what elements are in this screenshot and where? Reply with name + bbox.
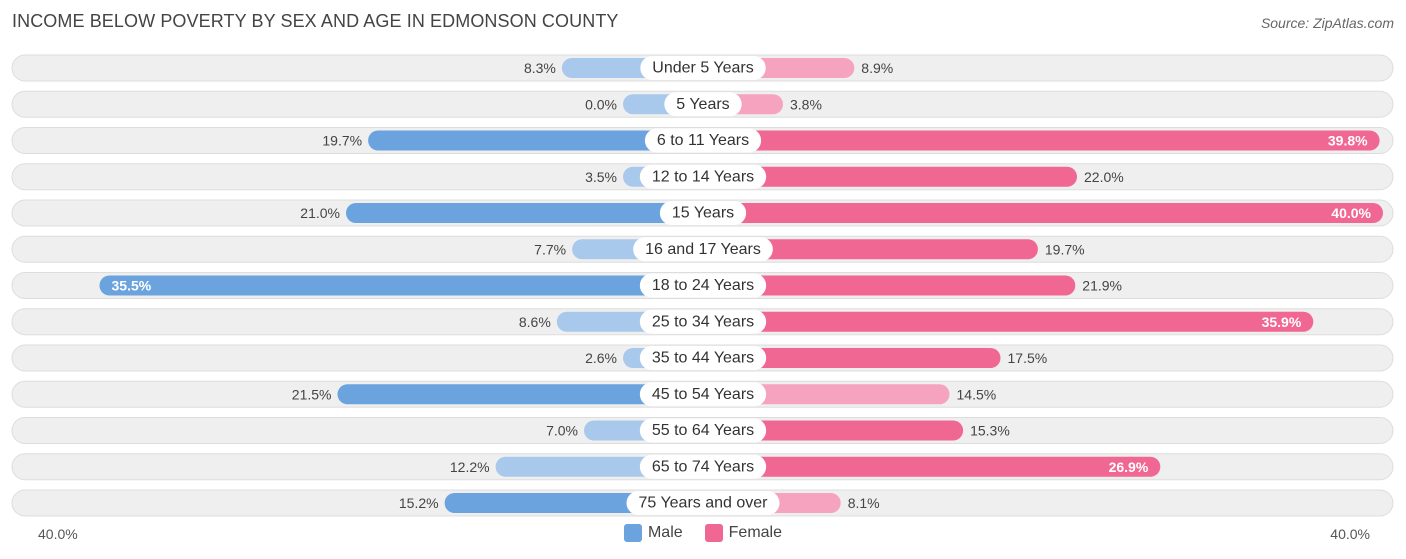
value-male-25-to-34-years: 8.6% — [519, 314, 551, 330]
bar-female-15-years — [703, 203, 1383, 223]
source-credit: Source: ZipAtlas.com — [1260, 15, 1394, 31]
category-pill-25-to-34-years — [639, 309, 767, 334]
legend-swatch-female — [704, 524, 723, 542]
category-pill-75-years-and-over — [626, 491, 780, 515]
value-male-6-to-11-years: 19.7% — [322, 133, 362, 149]
legend-label-male: Male — [647, 524, 683, 541]
category-label-16-and-17-years: 16 and 17 Years — [645, 241, 761, 258]
bar-female-16-and-17-years — [703, 239, 1038, 260]
value-male-75-years-and-over: 15.2% — [399, 495, 439, 511]
legend-swatch-male — [623, 524, 642, 542]
legend-label-female: Female — [728, 524, 783, 541]
category-label-5-years: 5 Years — [676, 96, 729, 113]
value-male-55-to-64-years: 7.0% — [546, 423, 578, 439]
category-pill-18-to-24-years — [639, 273, 767, 298]
category-label-18-to-24-years: 18 to 24 Years — [652, 277, 754, 294]
category-pill-65-to-74-years — [639, 454, 767, 479]
category-pill-45-to-54-years — [639, 382, 767, 407]
legend-item-male: Male — [623, 524, 683, 542]
value-female-6-to-11-years: 39.8% — [1328, 133, 1368, 149]
axis-left-label: 40.0% — [38, 526, 78, 542]
bar-male-6-to-11-years — [368, 130, 703, 151]
value-male-35-to-44-years: 2.6% — [585, 350, 617, 366]
category-label-35-to-44-years: 35 to 44 Years — [652, 350, 754, 367]
value-female-65-to-74-years: 26.9% — [1109, 459, 1149, 475]
category-label-75-years-and-over: 75 Years and over — [639, 495, 769, 512]
value-female-35-to-44-years: 17.5% — [1008, 350, 1048, 366]
value-female-18-to-24-years: 21.9% — [1082, 278, 1122, 294]
category-label-65-to-74-years: 65 to 74 Years — [652, 458, 754, 475]
bar-male-18-to-24-years — [99, 275, 703, 296]
bar-female-25-to-34-years — [703, 311, 1314, 332]
bar-female-35-to-44-years — [703, 348, 1001, 368]
value-female-16-and-17-years: 19.7% — [1045, 241, 1085, 257]
category-pill-55-to-64-years — [639, 418, 767, 443]
category-label-15-years: 15 Years — [672, 205, 734, 222]
bar-female-6-to-11-years — [703, 130, 1380, 151]
legend: Male Female — [0, 524, 1406, 542]
value-male-65-to-74-years: 12.2% — [450, 459, 490, 475]
value-male-18-to-24-years: 35.5% — [112, 278, 152, 294]
category-label-12-to-14-years: 12 to 14 Years — [652, 168, 754, 185]
bar-male-15-years — [346, 203, 703, 223]
category-pill-6-to-11-years — [644, 128, 762, 153]
bar-female-55-to-64-years — [703, 420, 964, 441]
category-pill-5-years — [664, 92, 742, 117]
bar-female-12-to-14-years — [703, 166, 1077, 187]
value-female-55-to-64-years: 15.3% — [970, 423, 1010, 439]
value-male-45-to-54-years: 21.5% — [292, 386, 332, 402]
axis-right-label: 40.0% — [1330, 526, 1370, 542]
value-male-5-years: 0.0% — [585, 96, 617, 112]
value-female-75-years-and-over: 8.1% — [848, 495, 880, 511]
category-label-under-5-years: Under 5 Years — [652, 60, 753, 77]
value-female-25-to-34-years: 35.9% — [1262, 314, 1302, 330]
bar-female-18-to-24-years — [703, 275, 1076, 296]
value-female-15-years: 40.0% — [1331, 205, 1371, 221]
chart-title: INCOME BELOW POVERTY BY SEX AND AGE IN E… — [12, 11, 619, 31]
value-male-under-5-years: 8.3% — [524, 60, 556, 76]
bar-male-45-to-54-years — [337, 384, 703, 405]
value-female-5-years: 3.8% — [790, 96, 822, 112]
value-female-under-5-years: 8.9% — [861, 60, 893, 76]
value-male-15-years: 21.0% — [300, 205, 340, 221]
category-pill-35-to-44-years — [639, 346, 767, 370]
bar-female-65-to-74-years — [703, 456, 1161, 477]
value-female-12-to-14-years: 22.0% — [1084, 169, 1124, 185]
category-label-6-to-11-years: 6 to 11 Years — [657, 132, 749, 149]
category-label-45-to-54-years: 45 to 54 Years — [652, 386, 754, 403]
category-pill-12-to-14-years — [639, 164, 767, 189]
value-male-16-and-17-years: 7.7% — [534, 241, 566, 257]
category-pill-under-5-years — [640, 56, 766, 80]
category-pill-16-and-17-years — [633, 237, 773, 262]
value-male-12-to-14-years: 3.5% — [585, 169, 617, 185]
value-female-45-to-54-years: 14.5% — [957, 386, 997, 402]
category-label-55-to-64-years: 55 to 64 Years — [652, 422, 754, 439]
category-pill-15-years — [659, 201, 747, 225]
legend-item-female: Female — [704, 524, 783, 542]
category-label-25-to-34-years: 25 to 34 Years — [652, 313, 754, 330]
